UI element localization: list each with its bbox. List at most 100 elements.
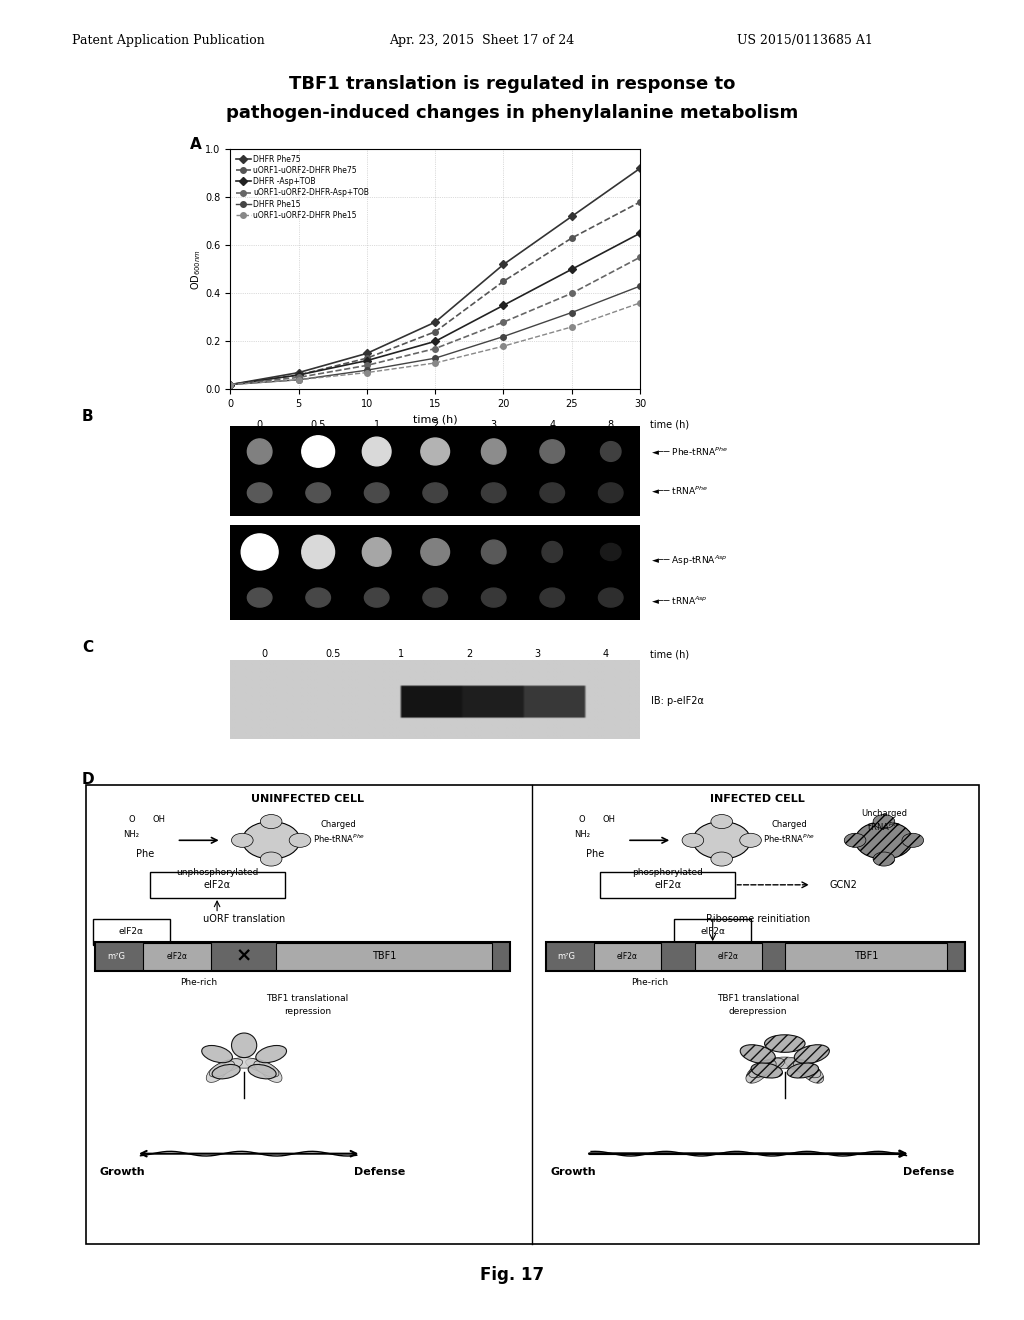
FancyBboxPatch shape [143,942,211,970]
Text: Phe-rich: Phe-rich [631,978,669,987]
Text: time (h): time (h) [650,649,689,660]
Text: Patent Application Publication: Patent Application Publication [72,34,264,48]
uORF1-uORF2-DHFR Phe75 [293,367,305,383]
Text: eIF2α: eIF2α [167,952,187,961]
Ellipse shape [481,589,506,607]
FancyBboxPatch shape [86,784,979,1245]
Circle shape [902,833,924,847]
Text: Phe: Phe [587,849,605,859]
DHFR Phe15 [634,279,646,294]
Text: Apr. 23, 2015  Sheet 17 of 24: Apr. 23, 2015 Sheet 17 of 24 [389,34,574,48]
Text: US 2015/0113685 A1: US 2015/0113685 A1 [737,34,873,48]
Text: ◄── Phe-tRNA$^{Phe}$: ◄── Phe-tRNA$^{Phe}$ [651,445,728,458]
uORF1-uORF2-DHFR Phe75 [429,323,441,339]
Circle shape [260,814,282,829]
Text: eIF2α: eIF2α [617,952,638,961]
Ellipse shape [261,1064,282,1082]
Text: ◄── tRNA$^{Phe}$: ◄── tRNA$^{Phe}$ [651,484,708,498]
uORF1-uORF2-DHFR-Asp+TOB [498,314,510,330]
Text: O: O [128,816,135,824]
Ellipse shape [787,1063,818,1078]
Text: D: D [82,772,94,787]
Text: time (h): time (h) [650,420,689,430]
Text: uORF translation: uORF translation [203,915,286,924]
uORF1-uORF2-DHFR Phe75 [634,194,646,210]
Ellipse shape [754,1059,784,1073]
Ellipse shape [212,1064,240,1078]
Ellipse shape [768,1057,802,1069]
Line: uORF1-uORF2-DHFR-Asp+TOB: uORF1-uORF2-DHFR-Asp+TOB [227,255,643,387]
FancyBboxPatch shape [594,942,662,970]
Line: uORF1-uORF2-DHFR Phe15: uORF1-uORF2-DHFR Phe15 [227,300,643,387]
Ellipse shape [209,1061,234,1077]
Ellipse shape [202,1045,232,1063]
FancyBboxPatch shape [546,941,965,972]
Ellipse shape [481,440,506,465]
Ellipse shape [749,1060,776,1078]
Ellipse shape [421,438,450,465]
DHFR -Asp+TOB [429,334,441,350]
Ellipse shape [481,540,506,564]
Text: IB: p-eIF2α: IB: p-eIF2α [651,696,705,706]
DHFR -Asp+TOB [498,297,510,313]
Ellipse shape [362,537,391,566]
uORF1-uORF2-DHFR Phe15 [565,319,578,335]
Text: eIF2α: eIF2α [204,880,230,890]
Line: DHFR Phe75: DHFR Phe75 [227,165,643,387]
FancyBboxPatch shape [600,873,735,898]
DHFR Phe75 [224,376,237,392]
Ellipse shape [598,589,623,607]
uORF1-uORF2-DHFR Phe75 [498,273,510,289]
DHFR -Asp+TOB [293,367,305,383]
Text: unphosphorylated: unphosphorylated [176,869,258,876]
DHFR Phe75 [634,161,646,177]
Text: 0: 0 [261,649,267,660]
Circle shape [243,821,300,859]
Text: GCN2: GCN2 [829,880,858,890]
Ellipse shape [302,436,335,467]
Ellipse shape [362,437,391,466]
Circle shape [231,833,253,847]
Text: NH₂: NH₂ [574,830,590,840]
DHFR Phe75 [360,346,373,362]
Text: OH: OH [602,816,615,824]
uORF1-uORF2-DHFR-Asp+TOB [360,358,373,374]
uORF1-uORF2-DHFR-Asp+TOB [634,249,646,265]
FancyBboxPatch shape [674,919,752,945]
Y-axis label: OD$_{600nm}$: OD$_{600nm}$ [188,249,203,289]
Ellipse shape [785,1059,816,1073]
Text: Phe-rich: Phe-rich [180,978,218,987]
uORF1-uORF2-DHFR Phe75 [224,376,237,392]
FancyBboxPatch shape [93,919,170,945]
Text: ◄── Asp-tRNA$^{Asp}$: ◄── Asp-tRNA$^{Asp}$ [651,554,728,568]
Text: 0: 0 [257,420,263,430]
Circle shape [711,814,732,829]
Text: eIF2α: eIF2α [119,927,144,936]
Text: Defense: Defense [353,1167,404,1177]
Ellipse shape [206,1064,227,1082]
Circle shape [693,821,751,859]
Text: OH: OH [152,816,165,824]
Ellipse shape [365,589,389,607]
DHFR -Asp+TOB [565,261,578,277]
Text: ×: × [236,946,252,966]
Ellipse shape [600,544,621,561]
Ellipse shape [248,483,272,503]
Ellipse shape [751,1063,782,1078]
Text: Growth: Growth [550,1167,596,1177]
FancyBboxPatch shape [95,941,510,972]
Text: TBF1: TBF1 [372,952,396,961]
Text: Charged: Charged [321,820,356,829]
Ellipse shape [795,1044,829,1064]
Legend: DHFR Phe75, uORF1-uORF2-DHFR Phe75, DHFR -Asp+TOB, uORF1-uORF2-DHFR-Asp+TOB, DHF: DHFR Phe75, uORF1-uORF2-DHFR Phe75, DHFR… [234,153,371,222]
Text: C: C [82,640,93,655]
Ellipse shape [214,1059,243,1072]
Text: 0.5: 0.5 [325,649,341,660]
Circle shape [873,814,895,829]
DHFR Phe75 [293,364,305,380]
X-axis label: time (h): time (h) [413,414,458,425]
Text: B: B [82,409,93,424]
Circle shape [682,833,703,847]
Ellipse shape [248,1064,276,1078]
Text: ◄── tRNA$^{Asp}$: ◄── tRNA$^{Asp}$ [651,594,708,607]
